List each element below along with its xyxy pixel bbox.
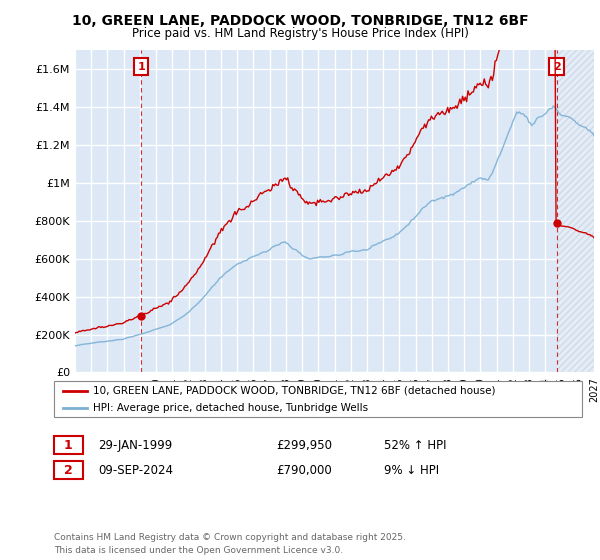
Bar [557, 50, 594, 372]
Text: 10, GREEN LANE, PADDOCK WOOD, TONBRIDGE, TN12 6BF: 10, GREEN LANE, PADDOCK WOOD, TONBRIDGE,… [71, 14, 529, 28]
Text: 09-SEP-2024: 09-SEP-2024 [98, 464, 173, 477]
Text: HPI: Average price, detached house, Tunbridge Wells: HPI: Average price, detached house, Tunb… [93, 403, 368, 413]
Text: 2: 2 [64, 464, 73, 477]
Text: 1: 1 [64, 438, 73, 452]
Text: 2: 2 [553, 62, 560, 72]
Text: 10, GREEN LANE, PADDOCK WOOD, TONBRIDGE, TN12 6BF (detached house): 10, GREEN LANE, PADDOCK WOOD, TONBRIDGE,… [93, 386, 496, 396]
Text: £790,000: £790,000 [276, 464, 332, 477]
Text: Contains HM Land Registry data © Crown copyright and database right 2025.
This d: Contains HM Land Registry data © Crown c… [54, 533, 406, 554]
Text: Price paid vs. HM Land Registry's House Price Index (HPI): Price paid vs. HM Land Registry's House … [131, 27, 469, 40]
Text: 52% ↑ HPI: 52% ↑ HPI [384, 438, 446, 452]
Text: 29-JAN-1999: 29-JAN-1999 [98, 438, 172, 452]
Text: £299,950: £299,950 [276, 438, 332, 452]
Text: 9% ↓ HPI: 9% ↓ HPI [384, 464, 439, 477]
Text: 1: 1 [137, 62, 145, 72]
Bar [557, 50, 594, 372]
